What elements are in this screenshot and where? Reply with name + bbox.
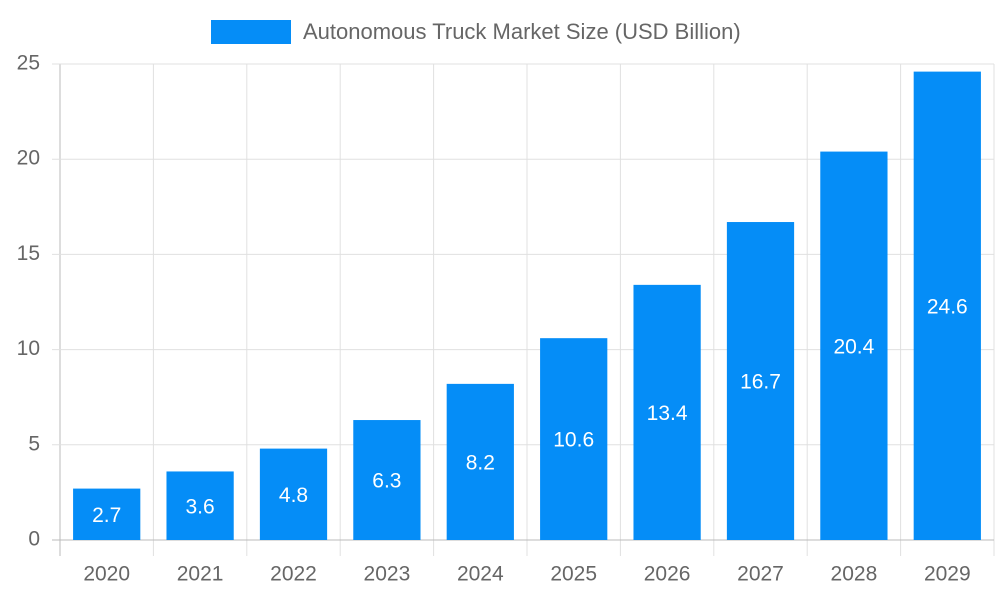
x-tick-label: 2026 — [644, 563, 691, 586]
bar — [633, 284, 701, 540]
bar — [446, 383, 514, 540]
y-tick-label: 10 — [17, 337, 40, 360]
data-label: 16.7 — [740, 371, 781, 394]
bar — [913, 71, 981, 540]
bar — [259, 448, 328, 540]
legend-swatch — [211, 20, 291, 44]
bar — [353, 420, 421, 540]
data-label: 2.7 — [92, 504, 121, 527]
y-tick-label: 25 — [17, 52, 40, 75]
data-label: 20.4 — [833, 335, 874, 358]
x-tick-label: 2029 — [924, 563, 971, 586]
x-tick-label: 2024 — [457, 563, 504, 586]
bar — [166, 471, 234, 540]
data-label: 3.6 — [185, 495, 214, 518]
bar — [820, 151, 888, 541]
legend-label: Autonomous Truck Market Size (USD Billio… — [303, 19, 741, 44]
bar — [726, 222, 795, 541]
data-label: 13.4 — [647, 402, 688, 425]
y-tick-label: 15 — [17, 242, 40, 265]
data-label: 4.8 — [279, 484, 308, 507]
data-label: 6.3 — [372, 470, 401, 493]
x-tick-label: 2021 — [177, 563, 224, 586]
y-tick-label: 5 — [28, 432, 40, 455]
y-tick-label: 0 — [28, 528, 40, 551]
data-label: 8.2 — [466, 451, 495, 474]
x-tick-label: 2023 — [364, 563, 411, 586]
data-label: 10.6 — [553, 429, 594, 452]
x-tick-label: 2027 — [737, 563, 784, 586]
data-label: 24.6 — [927, 295, 968, 318]
x-tick-label: 2025 — [550, 563, 597, 586]
x-tick-label: 2028 — [831, 563, 878, 586]
bar — [73, 488, 141, 540]
y-tick-label: 20 — [17, 147, 40, 170]
x-tick-label: 2020 — [83, 563, 130, 586]
x-tick-label: 2022 — [270, 563, 317, 586]
bar — [540, 338, 608, 540]
